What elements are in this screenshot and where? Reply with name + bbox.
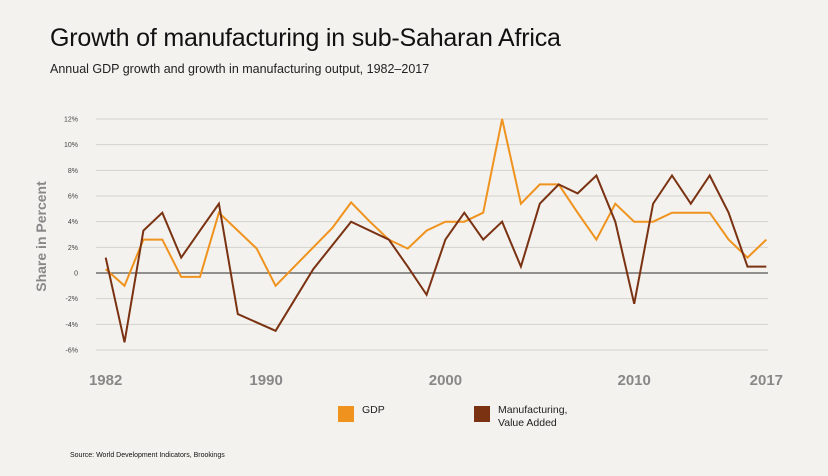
legend-label-gdp: GDP (362, 404, 385, 416)
legend-swatch-gdp (338, 406, 354, 422)
manufacturing-line (104, 173, 767, 343)
gdp-line (105, 118, 767, 288)
legend-label-manufacturing-line2: Value Added (498, 417, 557, 429)
chart-subtitle: Annual GDP growth and growth in manufact… (50, 62, 430, 76)
y-tick-label: 10% (64, 142, 78, 149)
x-tick-label: 2010 (618, 372, 651, 389)
y-tick-label: 2% (68, 245, 78, 252)
y-tick-label: -4% (66, 322, 78, 329)
legend-label-manufacturing-line1: Manufacturing, (498, 404, 568, 416)
y-tick-label: -6% (66, 348, 78, 355)
x-tick-label: 2017 (750, 372, 783, 389)
legend-swatch-manufacturing (474, 406, 490, 422)
legend: GDP Manufacturing, Value Added (338, 404, 610, 430)
x-tick-label: 1990 (249, 372, 282, 389)
chart-title: Growth of manufacturing in sub-Saharan A… (50, 24, 561, 52)
y-tick-label: 12% (64, 117, 78, 124)
x-tick-label: 1982 (89, 372, 122, 389)
legend-label-manufacturing: Manufacturing, Value Added (498, 404, 588, 430)
legend-item-manufacturing: Manufacturing, Value Added (474, 404, 588, 430)
y-tick-label: -2% (66, 296, 78, 303)
y-tick-label: 8% (68, 168, 78, 175)
x-tick-label: 2000 (429, 372, 462, 389)
source-note: Source: World Development Indicators, Br… (70, 452, 225, 459)
legend-item-gdp: GDP (338, 404, 452, 422)
y-tick-label: 0 (74, 271, 78, 278)
y-tick-label: 4% (68, 219, 78, 226)
y-axis-label: Share in Percent (33, 181, 49, 292)
y-tick-label: 6% (68, 194, 78, 201)
